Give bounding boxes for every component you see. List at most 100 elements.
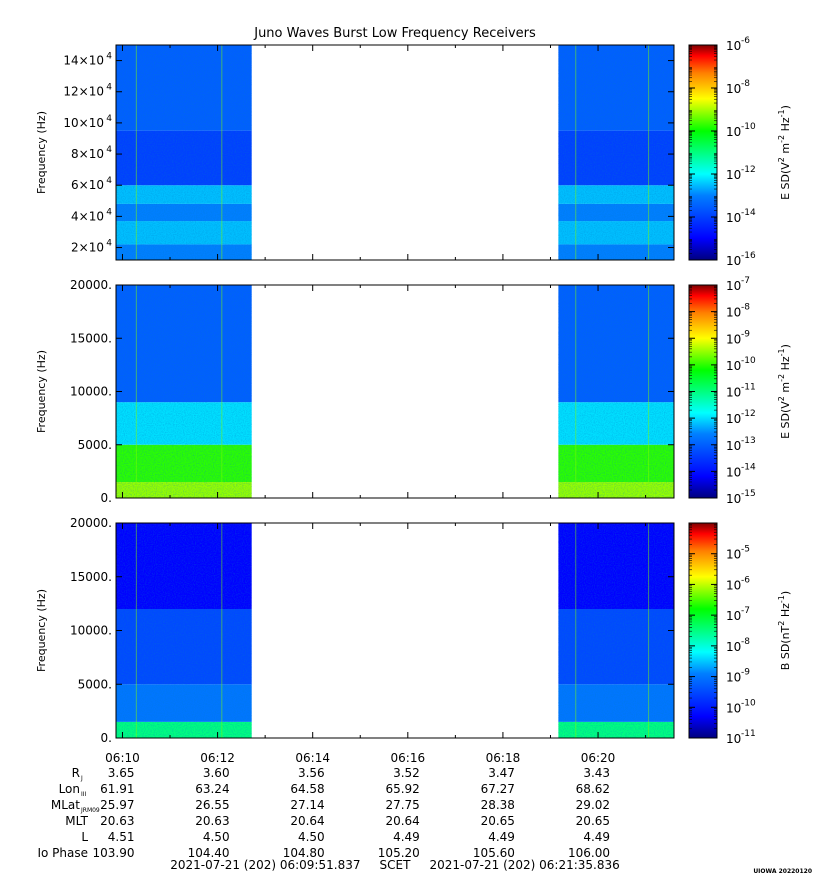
ephemeris-row-subscript: III bbox=[81, 791, 87, 798]
y-tick-label: 0. bbox=[101, 731, 112, 745]
ephemeris-value: 20.64 bbox=[385, 814, 419, 828]
ephemeris-value: 104.40 bbox=[188, 846, 230, 860]
ephemeris-value: 28.38 bbox=[481, 798, 515, 812]
colorbar-label-exponent: -1 bbox=[777, 348, 786, 356]
ephemeris-row-label: L bbox=[81, 830, 88, 844]
colorbar-tick-label: 10 bbox=[726, 125, 741, 139]
ephemeris-row-label: R bbox=[72, 766, 80, 780]
colorbar-tick-exponent: -10 bbox=[741, 698, 756, 708]
spectrogram-panel-middle: 0. 5000. 10000. 15000. 20000. Frequency (Hz) 1… bbox=[35, 276, 792, 506]
colorbar-label-part: ) bbox=[779, 344, 792, 348]
y-tick-exponent: 4 bbox=[106, 83, 112, 93]
colorbar-label-part: Hz bbox=[779, 117, 792, 135]
spectrogram-texture bbox=[558, 45, 674, 260]
colorbar-tick-exponent: -7 bbox=[741, 606, 750, 616]
colorbar-tick-exponent: -9 bbox=[741, 329, 750, 339]
ephemeris-value: 106.00 bbox=[568, 846, 610, 860]
credit-label: UIOWA 20220120 bbox=[753, 868, 812, 875]
ephemeris-row-subscript: JRM09 bbox=[80, 807, 100, 814]
spectrogram-texture bbox=[116, 285, 252, 498]
y-tick-exponent: 4 bbox=[106, 52, 112, 62]
colorbar-label-exponent: 2 bbox=[777, 157, 786, 162]
colorbar-tick-exponent: -10 bbox=[741, 122, 756, 132]
colorbar-label-exponent: -1 bbox=[777, 109, 786, 117]
spectrogram-texture bbox=[558, 285, 674, 498]
colorbar-label-exponent: 2 bbox=[777, 621, 786, 626]
ephemeris-value: 20.65 bbox=[481, 814, 515, 828]
x-tick-label: 06:12 bbox=[200, 751, 235, 765]
y-tick-label: 8×10 bbox=[71, 147, 104, 161]
colorbar-tick-exponent: -13 bbox=[741, 436, 756, 446]
colorbar-tick-exponent: -14 bbox=[741, 462, 756, 472]
colorbar-tick-exponent: -12 bbox=[741, 409, 756, 419]
y-tick-label: 2×10 bbox=[71, 241, 104, 255]
ephemeris-value: 63.24 bbox=[195, 782, 229, 796]
colorbar-tick-label: 10 bbox=[726, 359, 741, 373]
ephemeris-row-subscript: J bbox=[80, 775, 83, 782]
spectrogram-panel-bottom: 0. 5000. 10000. 15000. 20000. Frequency (Hz) 1… bbox=[35, 516, 792, 746]
colorbar-tick-exponent: -8 bbox=[741, 79, 750, 89]
ephemeris-value: 3.52 bbox=[393, 766, 420, 780]
ephemeris-value: 27.14 bbox=[290, 798, 324, 812]
ephemeris-value: 3.47 bbox=[488, 766, 515, 780]
colorbar-label-part: ) bbox=[779, 105, 792, 109]
colorbar-tick-label: 10 bbox=[726, 492, 741, 506]
ephemeris-value: 20.65 bbox=[576, 814, 610, 828]
colorbar-tick-exponent: -6 bbox=[741, 575, 750, 585]
ephemeris-value: 61.91 bbox=[100, 782, 134, 796]
colorbar-scale bbox=[688, 522, 718, 739]
colorbar-tick-label: 10 bbox=[726, 279, 741, 293]
ephemeris-value: 3.43 bbox=[583, 766, 610, 780]
colorbar-tick-label: 10 bbox=[726, 548, 741, 562]
colorbar-label-part: m bbox=[779, 143, 792, 157]
y-tick-label: 12×10 bbox=[63, 85, 104, 99]
ephemeris-value: 29.02 bbox=[576, 798, 610, 812]
colorbar-label-part: E SD(V bbox=[779, 162, 792, 200]
y-tick-exponent: 4 bbox=[106, 114, 112, 124]
y-tick-label: 15000. bbox=[70, 331, 112, 345]
ephemeris-value: 25.97 bbox=[100, 798, 134, 812]
colorbar-tick-exponent: -9 bbox=[741, 668, 750, 678]
colorbar-tick-exponent: -8 bbox=[741, 637, 750, 647]
colorbar-tick-label: 10 bbox=[726, 254, 741, 268]
colorbar-label-part: Hz bbox=[779, 603, 792, 621]
colorbar-label-part: E SD(V bbox=[779, 401, 792, 439]
ephemeris-value: 3.65 bbox=[108, 766, 135, 780]
colorbar-tick-exponent: -16 bbox=[741, 251, 756, 261]
y-tick-label: 20000. bbox=[70, 516, 112, 530]
ephemeris-value: 67.27 bbox=[481, 782, 515, 796]
y-tick-label: 10×10 bbox=[63, 116, 104, 130]
colorbar-tick-label: 10 bbox=[726, 609, 741, 623]
ephemeris-value: 4.49 bbox=[583, 830, 610, 844]
x-tick-label: 06:18 bbox=[486, 751, 521, 765]
colorbar-tick-label: 10 bbox=[726, 168, 741, 182]
x-tick-label: 06:20 bbox=[581, 751, 616, 765]
y-tick-label: 4×10 bbox=[71, 209, 104, 223]
ephemeris-value: 64.58 bbox=[290, 782, 324, 796]
colorbar-middle: 10-1510-1410-1310-1210-1110-1010-910-810… bbox=[688, 276, 792, 506]
y-tick-label: 15000. bbox=[70, 570, 112, 584]
colorbar-tick-label: 10 bbox=[726, 701, 741, 715]
ephemeris-value: 65.92 bbox=[385, 782, 419, 796]
ephemeris-value: 4.51 bbox=[108, 830, 135, 844]
colorbar-tick-label: 10 bbox=[726, 640, 741, 654]
y-tick-label: 20000. bbox=[70, 278, 112, 292]
colorbar-tick-exponent: -11 bbox=[741, 383, 756, 393]
ephemeris-value: 68.62 bbox=[576, 782, 610, 796]
spectrogram-texture bbox=[558, 523, 674, 738]
colorbar-label-exponent: 2 bbox=[777, 396, 786, 401]
y-tick-label: 5000. bbox=[78, 677, 112, 691]
ephemeris-value: 26.55 bbox=[195, 798, 229, 812]
ephemeris-value: 3.56 bbox=[298, 766, 325, 780]
colorbar-tick-label: 10 bbox=[726, 39, 741, 53]
x-tick-label: 06:16 bbox=[391, 751, 426, 765]
colorbar-label-part: ) bbox=[779, 591, 792, 595]
y-tick-exponent: 4 bbox=[106, 207, 112, 217]
y-tick-label: 5000. bbox=[78, 438, 112, 452]
y-tick-label: 0. bbox=[101, 491, 112, 505]
colorbar-tick-exponent: -14 bbox=[741, 208, 756, 218]
ephemeris-value: 105.20 bbox=[378, 846, 420, 860]
